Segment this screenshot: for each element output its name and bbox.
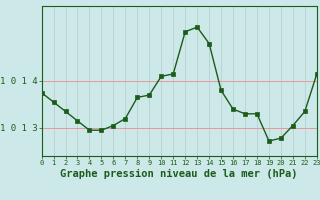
X-axis label: Graphe pression niveau de la mer (hPa): Graphe pression niveau de la mer (hPa) — [60, 169, 298, 179]
